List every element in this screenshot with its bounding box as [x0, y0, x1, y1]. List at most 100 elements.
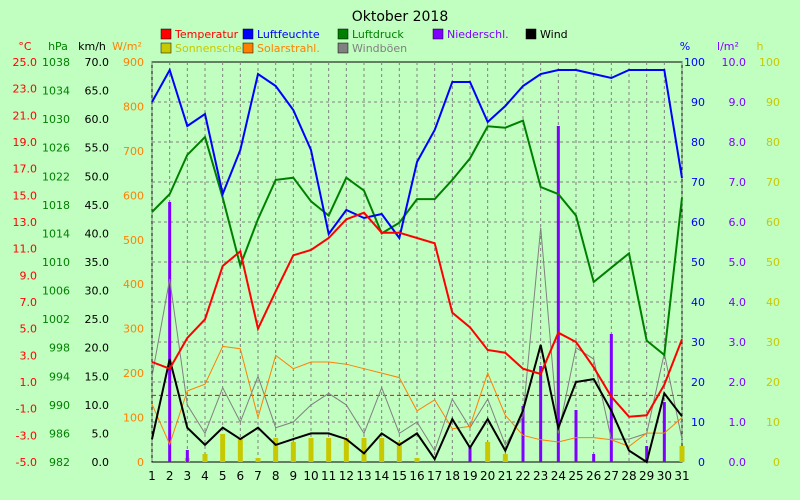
tick-label-kmh: 65.0: [85, 85, 110, 98]
tick-label-percent: 50: [691, 256, 705, 269]
bar-niederschl: [662, 402, 666, 462]
tick-label-wm2: 100: [123, 412, 144, 425]
bar-sonnenschein: [255, 458, 261, 462]
legend-label: Temperatur: [174, 28, 239, 41]
x-tick-label: 3: [184, 469, 192, 483]
tick-label-kmh: 10.0: [85, 399, 110, 412]
tick-label-celsius: -3.0: [16, 429, 37, 442]
tick-label-kmh: 15.0: [85, 370, 110, 383]
tick-label-hpa: 982: [49, 456, 70, 469]
x-tick-label: 25: [568, 469, 583, 483]
x-tick-label: 21: [498, 469, 513, 483]
tick-label-hpa: 990: [49, 399, 70, 412]
bar-sonnenschein: [220, 434, 226, 462]
tick-label-hours: 90: [766, 96, 780, 109]
tick-label-celsius: -1.0: [16, 403, 37, 416]
tick-label-celsius: 1.0: [20, 376, 38, 389]
tick-label-hpa: 1018: [42, 199, 70, 212]
tick-label-wm2: 900: [123, 56, 144, 69]
bar-niederschl: [168, 202, 172, 462]
x-tick-label: 4: [201, 469, 209, 483]
line-luftdruck: [151, 119, 683, 357]
bar-sonnenschein: [396, 442, 402, 462]
x-tick-label: 14: [374, 469, 389, 483]
unit-label-hours: h: [757, 40, 764, 53]
x-tick-label: 23: [533, 469, 548, 483]
tick-label-lm2: 2.0: [729, 376, 747, 389]
tick-label-kmh: 70.0: [85, 56, 110, 69]
tick-label-lm2: 10.0: [722, 56, 747, 69]
bar-niederschl: [185, 450, 189, 462]
unit-label-celsius: °C: [18, 40, 32, 53]
bar-sonnenschein: [679, 446, 685, 462]
line-luftfeuchte: [151, 67, 683, 241]
tick-label-kmh: 20.0: [85, 342, 110, 355]
tick-label-hpa: 998: [49, 342, 70, 355]
tick-label-celsius: 3.0: [20, 349, 38, 362]
line-wind: [151, 344, 683, 464]
tick-label-kmh: 40.0: [85, 227, 110, 240]
x-tick-label: 31: [674, 469, 689, 483]
x-tick-label: 22: [515, 469, 530, 483]
legend-label: Luftdruck: [352, 28, 404, 41]
tick-label-hpa: 1010: [42, 256, 70, 269]
x-tick-label: 2: [166, 469, 174, 483]
legend: Temperatur Luftfeuchte Luftdruck Niederschl…: [160, 28, 568, 55]
tick-label-kmh: 55.0: [85, 142, 110, 155]
bar-sonnenschein: [379, 438, 385, 462]
x-tick-label: 11: [321, 469, 336, 483]
tick-label-percent: 70: [691, 176, 705, 189]
tick-label-hours: 40: [766, 296, 780, 309]
unit-label-kmh: km/h: [78, 40, 106, 53]
line-windben: [151, 227, 683, 452]
bar-niederschl: [645, 446, 649, 462]
line-series: [151, 67, 683, 464]
tick-label-lm2: 7.0: [729, 176, 747, 189]
legend-swatch: [242, 28, 254, 40]
bar-sonnenschein: [343, 438, 349, 462]
tick-label-hours: 20: [766, 376, 780, 389]
x-tick-label: 12: [339, 469, 354, 483]
axes: 25.023.021.019.017.015.013.011.09.07.05.…: [13, 40, 781, 483]
chart-title: Oktober 2018: [352, 9, 449, 25]
tick-label-celsius: 7.0: [20, 296, 38, 309]
tick-label-lm2: 4.0: [729, 296, 747, 309]
tick-label-percent: 60: [691, 216, 705, 229]
tick-label-lm2: 0.0: [729, 456, 747, 469]
tick-label-hpa: 1002: [42, 313, 70, 326]
tick-label-celsius: 13.0: [13, 216, 38, 229]
x-tick-label: 15: [392, 469, 407, 483]
tick-label-kmh: 50.0: [85, 170, 110, 183]
tick-label-percent: 10: [691, 416, 705, 429]
bar-sonnenschein: [502, 454, 508, 462]
bar-niederschl: [468, 446, 472, 462]
tick-label-kmh: 45.0: [85, 199, 110, 212]
bar-sonnenschein: [361, 438, 367, 462]
tick-label-hours: 30: [766, 336, 780, 349]
tick-label-wm2: 300: [123, 323, 144, 336]
unit-label-hpa: hPa: [48, 40, 68, 53]
legend-swatch: [160, 42, 172, 54]
tick-label-celsius: 23.0: [13, 83, 38, 96]
legend-swatch: [432, 28, 444, 40]
tick-label-kmh: 25.0: [85, 313, 110, 326]
tick-label-hours: 70: [766, 176, 780, 189]
tick-label-hours: 0: [773, 456, 780, 469]
bar-sonnenschein: [290, 442, 296, 462]
line-solarstrahl: [151, 345, 683, 447]
bar-niederschl: [574, 410, 578, 462]
tick-label-hpa: 1030: [42, 113, 70, 126]
legend-label: Niederschl.: [447, 28, 509, 41]
tick-label-hpa: 986: [49, 427, 70, 440]
bar-niederschl: [539, 366, 543, 462]
bar-niederschl: [556, 126, 560, 462]
tick-label-celsius: -5.0: [16, 456, 37, 469]
tick-label-kmh: 60.0: [85, 113, 110, 126]
bar-sonnenschein: [237, 438, 243, 462]
legend-label: Sonnenschein: [175, 42, 252, 55]
tick-label-wm2: 400: [123, 278, 144, 291]
tick-label-wm2: 600: [123, 189, 144, 202]
tick-label-hpa: 1014: [42, 227, 70, 240]
tick-label-wm2: 700: [123, 145, 144, 158]
